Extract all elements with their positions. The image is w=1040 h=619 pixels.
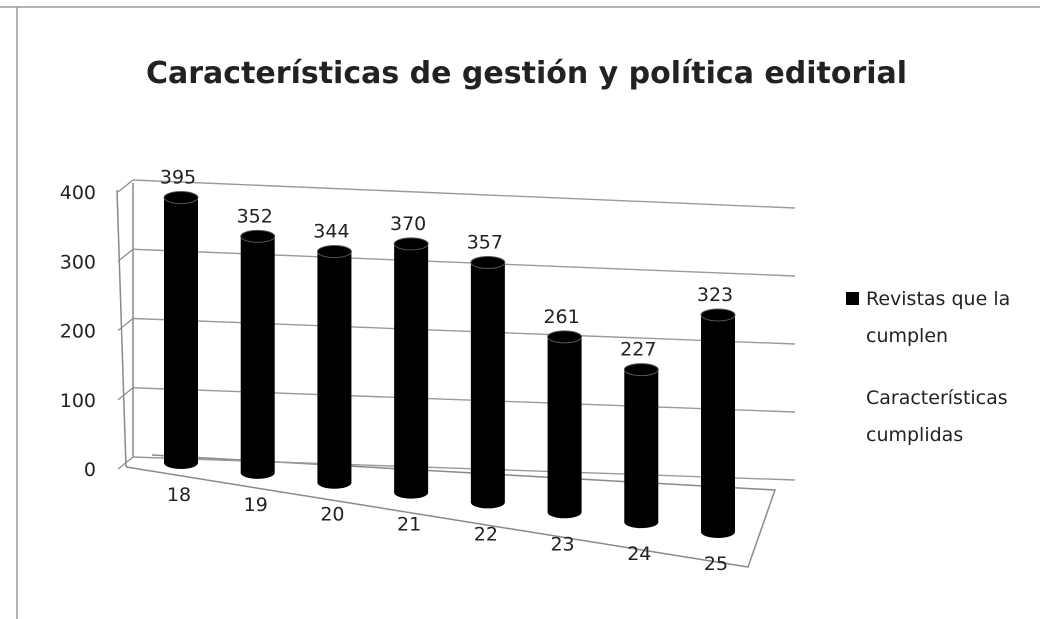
legend-axis-label-line2: cumplidas [866,424,963,446]
bar-top [316,245,352,259]
gridline [132,317,796,345]
data-label: 323 [697,284,733,306]
bar-top [700,308,736,322]
x-tick-label: 18 [167,484,191,506]
data-label: 370 [390,213,426,235]
bar [394,243,429,493]
legend-series-label-line1: Revistas que la [866,288,1010,310]
y-axis-ticks: 0 100 200 300 400 [60,182,96,481]
data-label: 344 [313,221,349,243]
chart-title: Características de gestión y política ed… [146,56,907,91]
data-label: 395 [160,167,196,189]
gridlines [117,179,796,481]
x-tick-label: 24 [627,543,651,565]
y-tick-label: 400 [60,182,96,204]
x-tick-label: 20 [320,504,344,526]
gridline [132,248,796,277]
data-label: 352 [237,205,273,227]
bar-bottom [624,516,659,529]
bar-top [393,237,429,251]
bar-top [240,229,276,243]
gridline [132,179,796,209]
bar-top [163,191,199,205]
legend-series-label-line2: cumplen [866,325,948,347]
bar [701,314,735,532]
bar-bottom [164,457,198,469]
gridline [132,456,796,481]
y-tick-mark [117,318,134,331]
floor-outline [125,454,777,568]
x-tick-label: 19 [244,494,268,516]
legend-swatch [846,292,859,305]
data-labels: 395 352 344 370 357 261 227 323 [160,167,733,361]
bar-top [470,256,506,270]
data-label: 227 [620,339,656,361]
y-tick-label: 300 [60,251,96,273]
bar [547,336,582,513]
bar [624,369,659,523]
bar-bottom [240,466,275,479]
y-tick-label: 200 [60,321,96,343]
data-label: 261 [543,306,579,328]
bar-bottom [470,496,505,509]
y-tick-label: 100 [60,390,96,412]
bar-bottom [394,486,429,499]
bar [470,262,505,503]
chart-walls [116,183,777,568]
bar-series [163,191,736,538]
bar-bottom [547,506,582,519]
bar [240,236,275,473]
y-tick-mark [117,248,134,262]
x-tick-label: 21 [397,514,421,536]
x-tick-label: 22 [474,523,498,545]
legend: Revistas que la cumplen Características … [846,288,1010,446]
y-tick-mark [117,387,134,401]
gridline [132,387,796,413]
bar-top [547,330,583,344]
legend-axis-label-line1: Características [866,387,1008,409]
bar [317,251,352,483]
y-tick-mark [117,179,134,193]
data-label: 357 [467,232,503,254]
bar-bottom [701,526,735,538]
y-tick-mark [117,456,134,470]
bar [164,197,198,463]
y-tick-label: 0 [84,459,96,481]
y-axis-line [116,189,127,468]
x-axis-ticks: 18 19 20 21 22 23 24 25 [167,484,728,575]
bar-top [623,363,659,377]
x-tick-label: 23 [550,533,574,555]
x-tick-label: 25 [704,553,728,575]
bar-bottom [317,476,352,489]
